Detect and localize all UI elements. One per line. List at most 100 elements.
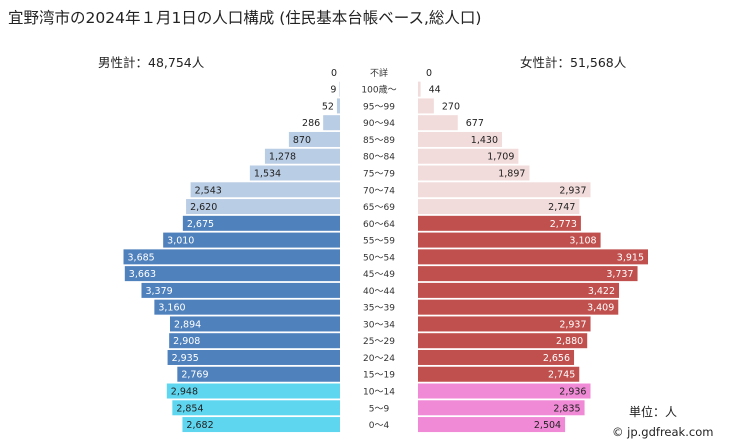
female-value-label: 2,656	[543, 353, 570, 364]
female-bar	[418, 299, 619, 315]
age-label: 70～74	[363, 186, 395, 196]
female-bar	[418, 282, 620, 298]
male-bar	[336, 98, 340, 114]
female-value-label: 2,880	[556, 336, 583, 347]
male-value-label: 2,908	[173, 336, 200, 347]
male-value-label: 2,894	[174, 319, 201, 330]
female-bar	[418, 383, 591, 399]
age-label: 10～14	[363, 388, 395, 398]
female-value-label: 2,936	[559, 387, 586, 398]
age-label: 不詳	[370, 67, 388, 79]
age-label: 30～34	[363, 320, 395, 330]
male-bar	[141, 282, 340, 298]
male-bar	[339, 81, 340, 97]
age-label: 100歳～	[361, 84, 396, 96]
male-value-label: 870	[293, 135, 311, 146]
female-bar	[418, 266, 638, 282]
female-value-label: 2,937	[559, 319, 586, 330]
male-value-label: 3,685	[128, 252, 155, 263]
age-label: 55～59	[363, 237, 395, 247]
age-label: 40～44	[363, 287, 395, 297]
male-value-label: 52	[322, 101, 334, 112]
female-value-label: 3,422	[588, 286, 615, 297]
female-value-label: 3,108	[569, 236, 596, 247]
male-value-label: 2,854	[176, 403, 203, 414]
female-value-label: 0	[426, 68, 432, 79]
female-bar	[418, 98, 434, 114]
female-value-label: 1,897	[498, 169, 525, 180]
female-bar	[418, 232, 601, 248]
age-label: 80～84	[363, 153, 395, 163]
male-bar	[186, 199, 340, 215]
male-value-label: 2,620	[190, 202, 217, 213]
male-bar	[264, 148, 340, 164]
male-total-label: 男性計：48,754人	[98, 55, 205, 70]
age-label: 85～89	[363, 136, 395, 146]
female-value-label: 3,409	[587, 303, 614, 314]
age-label: 35～39	[363, 304, 395, 314]
age-label: 25～29	[363, 337, 395, 347]
male-value-label: 1,534	[254, 169, 281, 180]
female-value-label: 2,937	[559, 185, 586, 196]
male-bar	[169, 333, 340, 349]
female-value-label: 270	[442, 101, 460, 112]
male-value-label: 3,663	[129, 269, 156, 280]
female-bar	[418, 148, 519, 164]
male-bar	[190, 182, 340, 198]
female-bar	[418, 81, 421, 97]
female-bar	[418, 333, 588, 349]
male-bar	[172, 400, 340, 416]
female-value-label: 44	[429, 85, 441, 96]
age-label: 0～4	[369, 421, 390, 431]
male-bar	[166, 383, 340, 399]
female-total-label: 女性計：51,568人	[520, 55, 627, 70]
male-value-label: 0	[331, 68, 337, 79]
male-value-label: 286	[302, 118, 320, 129]
female-value-label: 677	[466, 118, 484, 129]
female-value-label: 1,709	[487, 152, 514, 163]
female-bar	[418, 165, 530, 181]
age-label: 20～24	[363, 354, 395, 364]
male-bar	[169, 316, 340, 332]
female-bar	[418, 417, 566, 433]
female-bar	[418, 215, 581, 231]
female-bar	[418, 182, 591, 198]
female-bar	[418, 115, 458, 131]
male-bar	[124, 266, 340, 282]
female-value-label: 3,915	[617, 252, 644, 263]
male-value-label: 3,379	[145, 286, 172, 297]
female-value-label: 2,504	[534, 420, 561, 431]
age-label: 45～49	[363, 270, 395, 280]
male-value-label: 2,675	[187, 219, 214, 230]
male-bar	[163, 232, 340, 248]
female-bar	[418, 249, 648, 265]
female-value-label: 2,747	[548, 202, 575, 213]
unit-label: 単位：人	[629, 405, 678, 419]
male-bar	[323, 115, 340, 131]
male-bar	[123, 249, 340, 265]
male-bar	[288, 131, 340, 147]
male-bar	[182, 417, 340, 433]
male-value-label: 2,948	[171, 387, 198, 398]
age-label: 50～54	[363, 253, 395, 263]
female-bar	[418, 366, 580, 382]
female-value-label: 2,773	[550, 219, 577, 230]
age-label: 90～94	[363, 119, 395, 129]
female-value-label: 1,430	[471, 135, 498, 146]
age-label: 15～19	[363, 371, 395, 381]
male-value-label: 2,682	[186, 420, 213, 431]
female-bar	[418, 131, 503, 147]
female-value-label: 2,835	[553, 403, 580, 414]
age-label: 5～9	[369, 404, 390, 414]
chart-title: 宜野湾市の2024年１月1日の人口構成 (住民基本台帳ベース,総人口)	[8, 9, 482, 27]
male-bar	[154, 299, 340, 315]
male-bar	[177, 366, 340, 382]
male-bar	[182, 215, 340, 231]
female-value-label: 2,745	[548, 370, 575, 381]
female-bar	[418, 400, 585, 416]
male-bar	[249, 165, 340, 181]
male-value-label: 2,935	[172, 353, 199, 364]
female-bar	[418, 316, 591, 332]
female-bar	[418, 349, 575, 365]
